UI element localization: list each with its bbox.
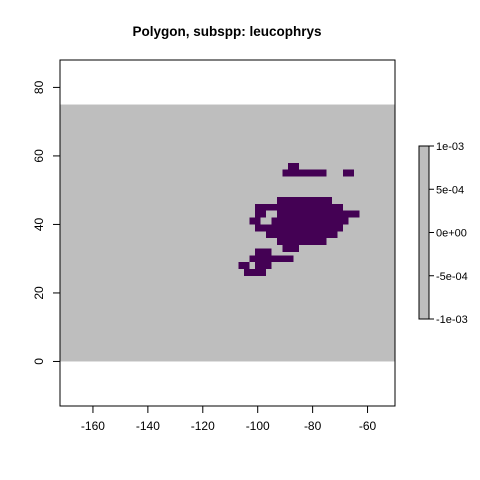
presence-cells <box>342 169 354 177</box>
x-tick-label: -60 <box>359 419 377 433</box>
legend-tick-label: 0e+00 <box>436 228 467 240</box>
presence-cells <box>265 231 338 239</box>
y-tick-label: 20 <box>32 286 46 300</box>
presence-cells <box>254 203 272 211</box>
presence-cells <box>243 268 266 276</box>
presence-cells <box>249 217 261 225</box>
presence-cells <box>276 197 332 204</box>
presence-cells <box>271 217 349 225</box>
raster-layer <box>60 104 395 362</box>
chart-title: Polygon, subspp: leucophrys <box>132 24 321 39</box>
presence-cells <box>271 203 343 211</box>
presence-cells <box>238 262 250 269</box>
legend: 1e-03 5e-04 0e+00 -5e-04 -1e-03 <box>418 141 468 326</box>
presence-cells <box>276 238 327 245</box>
presence-cells <box>254 248 272 256</box>
x-axis: -160 -140 -120 -100 -80 -60 <box>81 405 377 433</box>
x-tick-label: -80 <box>304 419 322 433</box>
y-tick-label: 40 <box>32 217 46 231</box>
legend-tick-label: -1e-03 <box>436 314 468 326</box>
x-tick-label: -100 <box>246 419 270 433</box>
presence-cells <box>276 210 360 218</box>
presence-cells <box>254 224 343 232</box>
presence-cells <box>309 169 327 177</box>
x-tick-label: -160 <box>81 419 105 433</box>
presence-cells <box>249 255 277 263</box>
x-tick-label: -120 <box>191 419 215 433</box>
presence-cells <box>282 244 299 252</box>
presence-cells <box>276 255 294 263</box>
y-axis: 0 20 40 60 80 <box>32 80 61 365</box>
presence-cells <box>254 210 266 218</box>
legend-tick-label: 1e-03 <box>436 141 464 153</box>
presence-cells <box>298 169 310 177</box>
y-tick-label: 80 <box>32 80 46 94</box>
legend-colorbar <box>418 145 430 320</box>
y-tick-label: 0 <box>32 358 46 365</box>
legend-tick-label: -5e-04 <box>436 271 468 283</box>
presence-cells <box>287 162 299 170</box>
y-tick-label: 60 <box>32 149 46 163</box>
presence-cells <box>254 262 272 269</box>
x-tick-label: -140 <box>136 419 160 433</box>
presence-cells <box>282 169 299 177</box>
raster-background <box>60 104 395 362</box>
legend-tick-label: 5e-04 <box>436 184 464 196</box>
